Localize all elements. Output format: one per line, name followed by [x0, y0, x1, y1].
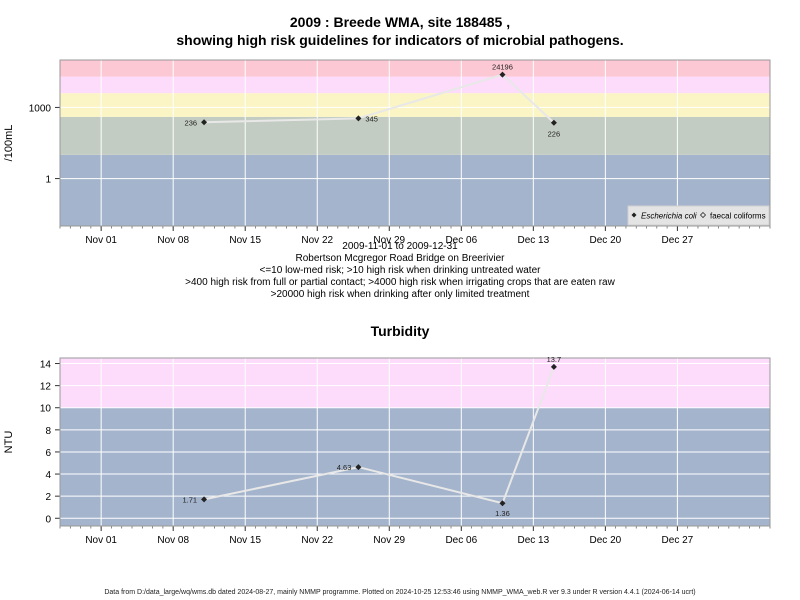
- footer-note: Data from D:/data_large/wq/wms.db dated …: [104, 589, 696, 596]
- y-tick-label: 1: [45, 175, 51, 186]
- x-tick-label: Nov 08: [157, 235, 189, 246]
- y-tick-label: 1000: [29, 103, 52, 114]
- legend: Escherichia coli faecal coliforms: [627, 205, 770, 226]
- x-tick-label: Dec 27: [662, 535, 694, 546]
- plot-frame: [59, 59, 771, 227]
- y-axis-label: NTU: [3, 431, 15, 454]
- data-point: [355, 115, 362, 122]
- y-tick-label: 8: [45, 426, 51, 437]
- caption-date-range: 2009-11-01 to 2009-12-31: [342, 241, 458, 252]
- turbidity-title: Turbidity: [370, 323, 430, 339]
- caption-risk-2: >400 high risk from full or partial cont…: [185, 277, 615, 288]
- y-tick-label: 10: [40, 404, 52, 415]
- y-tick-label: 2: [45, 492, 51, 503]
- x-tick-label: Nov 01: [85, 535, 117, 546]
- data-label: 1.36: [495, 509, 510, 518]
- x-tick-label: Nov 01: [85, 235, 117, 246]
- plot-frame: [59, 357, 771, 527]
- ecoli-chart: Nov 01 Nov 08 Nov 15 Nov 22 Nov 29 Dec 06 Dec …: [3, 59, 771, 246]
- y-tick-label: 4: [45, 470, 51, 481]
- data-label: 226: [548, 130, 561, 139]
- data-label: 1.71: [182, 495, 197, 504]
- caption-risk-1: <=10 low-med risk; >10 high risk when dr…: [259, 265, 541, 276]
- legend-marker-faecal: [699, 211, 707, 219]
- series-line: [204, 73, 555, 124]
- data-point: [550, 119, 557, 126]
- x-tick-label: Nov 29: [373, 235, 405, 246]
- x-tick-label: Nov 22: [301, 235, 333, 246]
- caption-site: Robertson Mcgregor Road Bridge on Breeri…: [295, 253, 505, 264]
- x-tick-label: Nov 08: [157, 535, 189, 546]
- caption-risk-3: >20000 high risk when drinking after onl…: [270, 289, 530, 300]
- x-tick-label: Nov 22: [301, 535, 333, 546]
- x-tick-label: Nov 15: [229, 235, 261, 246]
- risk-band-1: [60, 358, 770, 408]
- x-tick-label: Dec 20: [590, 535, 622, 546]
- series-line: [203, 366, 555, 505]
- data-point: [201, 496, 208, 503]
- y-tick-label: 12: [40, 382, 52, 393]
- data-point: [499, 500, 506, 507]
- risk-band-1: [60, 116, 770, 155]
- y-tick-label: 6: [45, 448, 51, 459]
- data-label: 236: [185, 118, 198, 127]
- x-tick-label: Nov 15: [229, 535, 261, 546]
- risk-band-2: [60, 93, 770, 117]
- chart-subtitle: showing high risk guidelines for indicat…: [176, 32, 624, 48]
- data-point: [550, 363, 557, 370]
- risk-band-0: [60, 407, 770, 526]
- x-tick-label: Dec 13: [517, 535, 549, 546]
- y-axis-label: /100mL: [3, 125, 15, 162]
- legend-box: [627, 205, 770, 226]
- legend-label-ecoli: Escherichia coli: [641, 212, 697, 221]
- x-tick-label: Dec 27: [662, 235, 694, 246]
- legend-marker-ecoli: [631, 212, 637, 218]
- y-tick-label: 0: [45, 514, 51, 525]
- data-label: 13.7: [547, 355, 562, 364]
- risk-band-3: [60, 76, 770, 94]
- data-point: [355, 464, 362, 471]
- data-label: 345: [365, 114, 378, 123]
- y-tick-label: 14: [40, 360, 52, 371]
- x-tick-label: Nov 29: [373, 535, 405, 546]
- risk-band-4: [60, 60, 770, 77]
- x-tick-label: Dec 06: [445, 235, 477, 246]
- x-tick-label: Dec 13: [517, 235, 549, 246]
- data-point: [499, 71, 506, 78]
- data-point: [201, 119, 208, 126]
- data-label: 24196: [492, 63, 513, 72]
- legend-label-faecal: faecal coliforms: [710, 212, 766, 221]
- x-tick-label: Dec 06: [445, 535, 477, 546]
- data-label: 4.63: [337, 463, 352, 472]
- chart-title: 2009 : Breede WMA, site 188485 ,: [289, 14, 511, 30]
- x-tick-label: Dec 20: [590, 235, 622, 246]
